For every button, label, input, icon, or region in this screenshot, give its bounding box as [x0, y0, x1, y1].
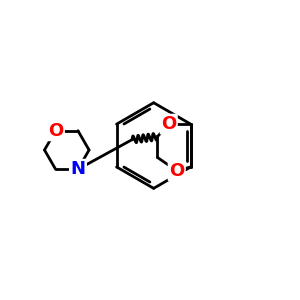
Text: N: N [70, 160, 86, 178]
Text: O: O [169, 162, 184, 180]
Text: O: O [48, 122, 63, 140]
Text: O: O [48, 122, 63, 140]
Text: N: N [70, 160, 86, 178]
Text: O: O [161, 115, 176, 133]
